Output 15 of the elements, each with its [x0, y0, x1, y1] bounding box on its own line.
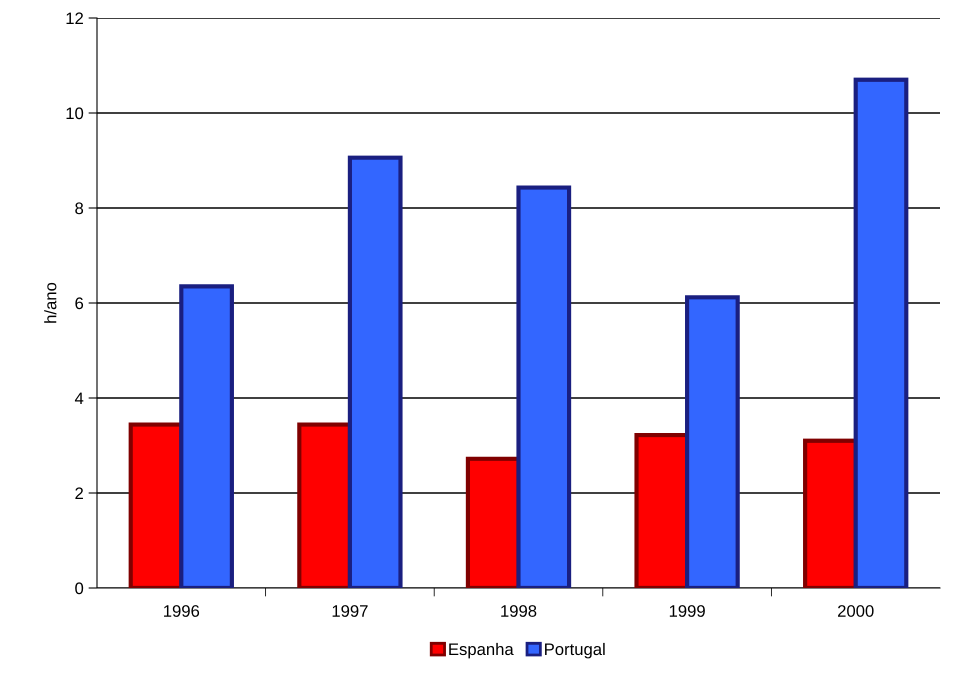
y-tick-label: 0 — [75, 582, 84, 594]
x-tick-label: 1998 — [501, 605, 536, 617]
x-tick-label: 1996 — [164, 605, 200, 617]
y-tick-label: 12 — [66, 12, 83, 24]
y-tick-label: 2 — [75, 487, 83, 500]
legend-label: Espanha — [449, 642, 514, 658]
y-tick-label: 4 — [74, 392, 84, 404]
x-tick-label: 2000 — [838, 605, 874, 617]
y-tick-label: 6 — [75, 297, 84, 310]
legend-label: Portugal — [545, 642, 605, 658]
y-tick-label: 8 — [75, 202, 84, 214]
x-tick-label: 1999 — [670, 605, 705, 617]
x-tick-label: 1997 — [332, 605, 368, 617]
y-tick-label: 10 — [66, 107, 84, 120]
y-axis-title: h/ano — [44, 282, 56, 323]
